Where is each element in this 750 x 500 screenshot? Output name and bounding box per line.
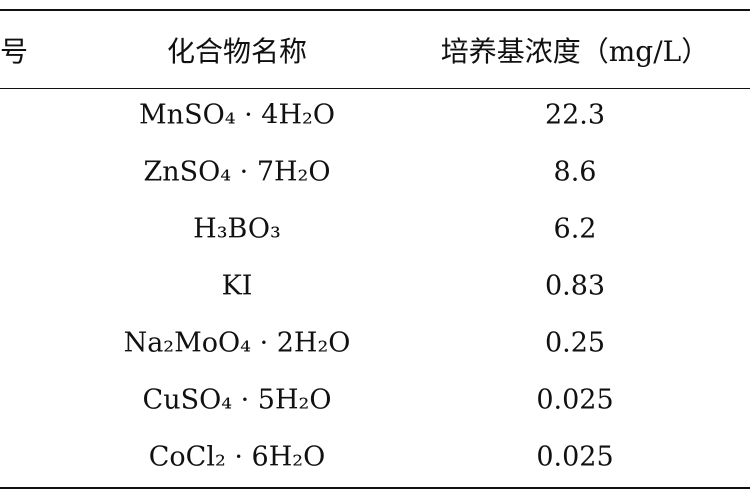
bottom-rule xyxy=(0,487,750,489)
compound-name: ZnSO₄ · 7H₂O xyxy=(143,156,331,188)
concentration: 0.25 xyxy=(544,327,606,359)
header-cell: 培养基浓度（mg/L） xyxy=(440,35,710,68)
compound-name: MnSO₄ · 4H₂O xyxy=(139,99,335,131)
concentration: 0.83 xyxy=(544,270,606,302)
concentration: 22.3 xyxy=(544,99,606,131)
concentration: 6.2 xyxy=(553,213,597,245)
header-rule xyxy=(0,88,750,89)
compound-name: KI xyxy=(221,270,253,302)
header-cell: 化合物名称 xyxy=(166,35,308,68)
header-cell: 号 xyxy=(0,35,29,68)
compound-name: CuSO₄ · 5H₂O xyxy=(142,384,332,416)
concentration: 8.6 xyxy=(553,156,597,188)
compound-name: H₃BO₃ xyxy=(193,213,281,245)
concentration: 0.025 xyxy=(536,441,614,473)
top-rule xyxy=(0,9,750,11)
compound-name: CoCl₂ · 6H₂O xyxy=(148,441,326,473)
compound-name: Na₂MoO₄ · 2H₂O xyxy=(123,327,351,359)
concentration: 0.025 xyxy=(536,384,614,416)
